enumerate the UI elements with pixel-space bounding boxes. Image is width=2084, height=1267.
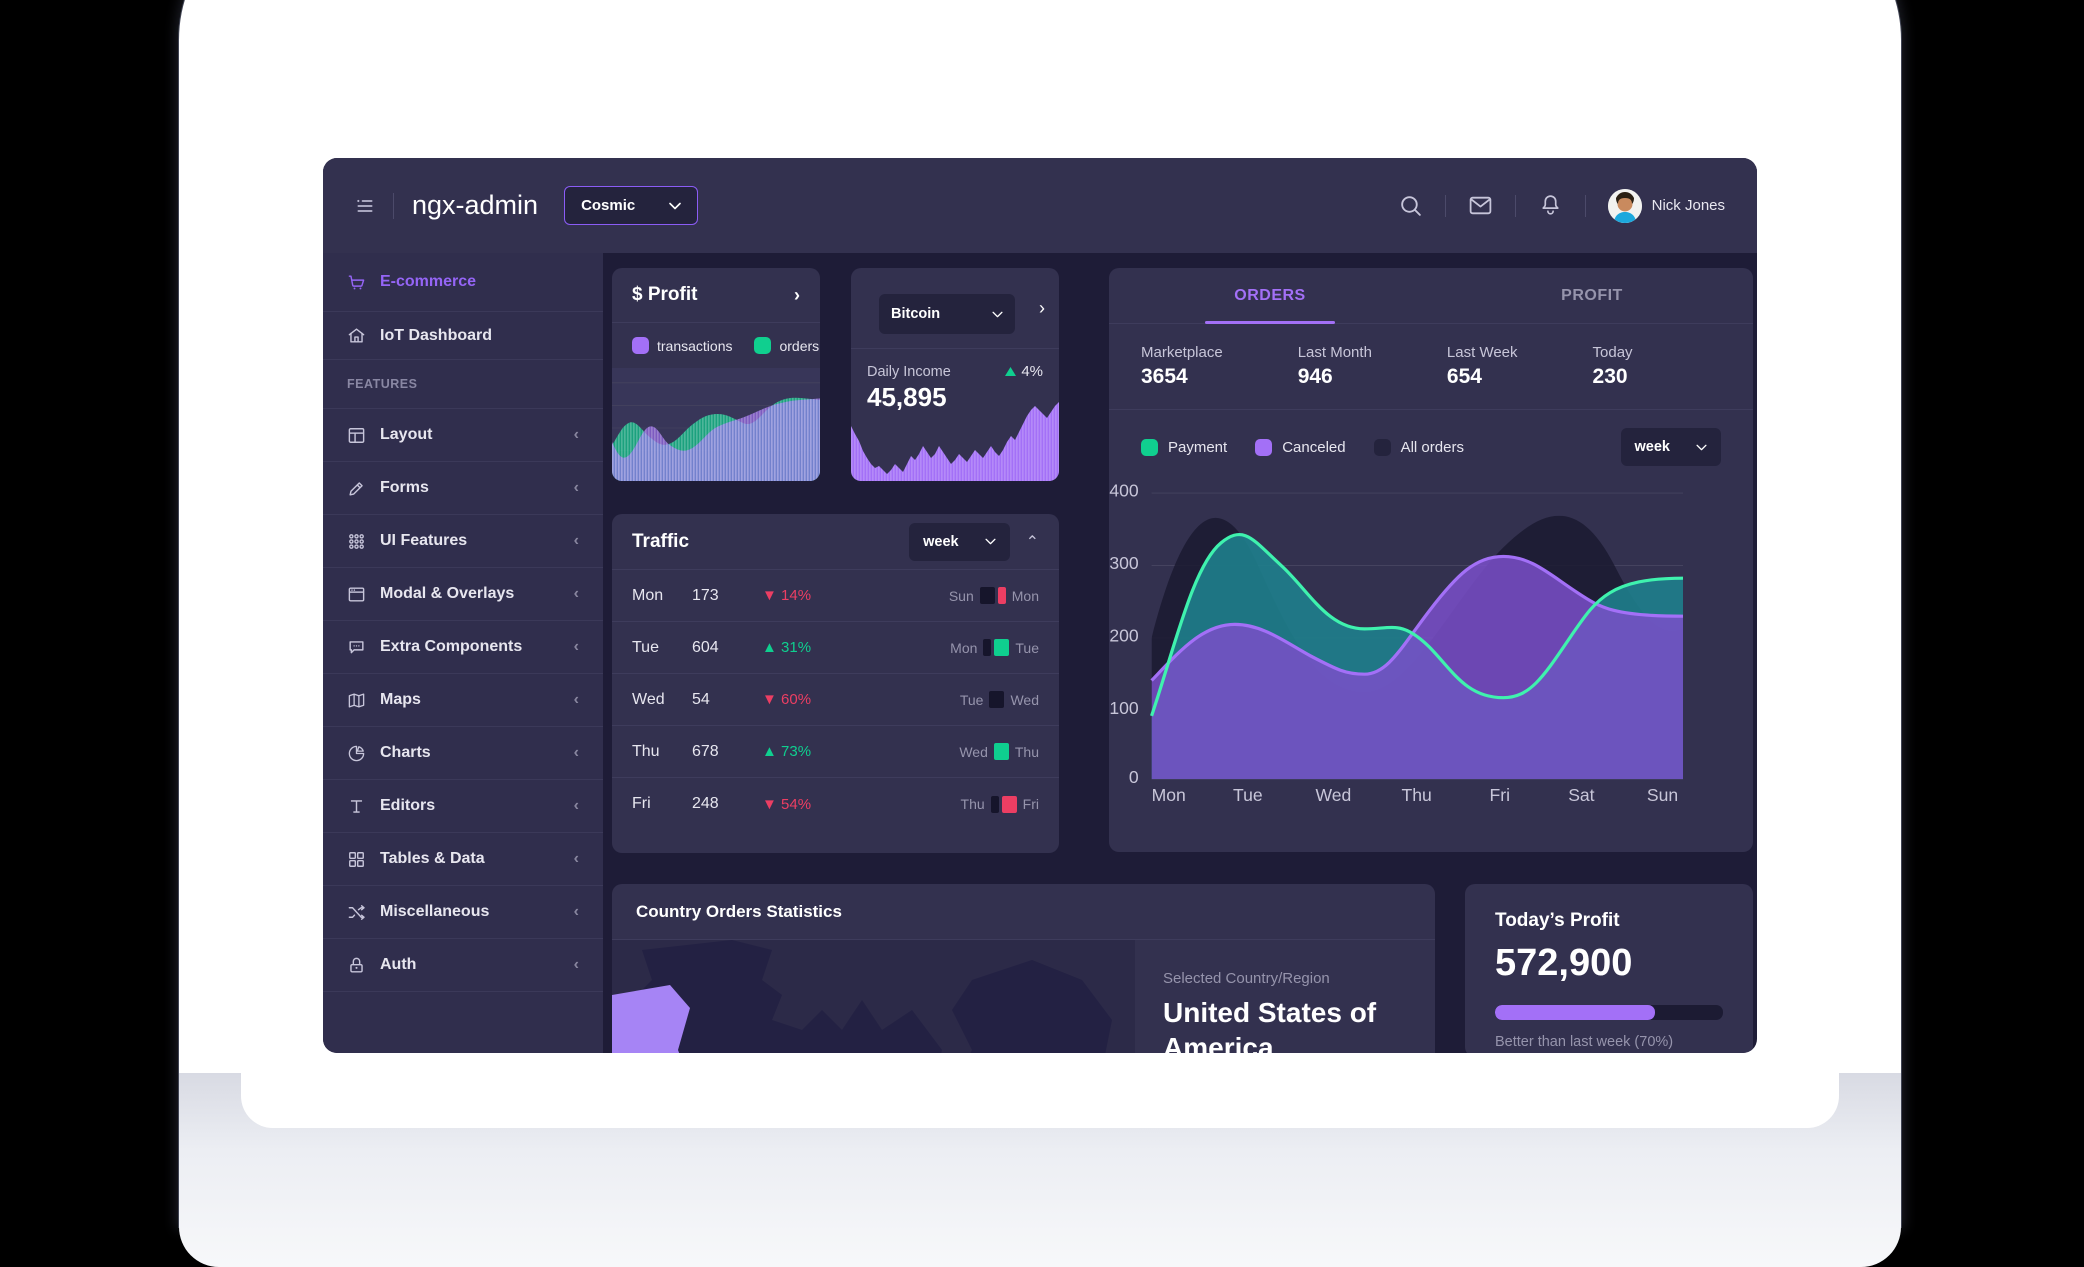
svg-text:Sun: Sun: [1647, 785, 1678, 805]
svg-text:Wed: Wed: [1315, 785, 1351, 805]
svg-text:0: 0: [1129, 767, 1139, 787]
svg-text:Thu: Thu: [1402, 785, 1432, 805]
svg-text:Tue: Tue: [1233, 785, 1263, 805]
svg-text:400: 400: [1109, 484, 1138, 501]
svg-text:300: 300: [1109, 553, 1138, 573]
svg-text:200: 200: [1109, 626, 1138, 646]
svg-text:Sat: Sat: [1568, 785, 1595, 805]
svg-text:Fri: Fri: [1490, 785, 1510, 805]
svg-text:100: 100: [1109, 698, 1138, 718]
svg-text:Mon: Mon: [1152, 785, 1186, 805]
